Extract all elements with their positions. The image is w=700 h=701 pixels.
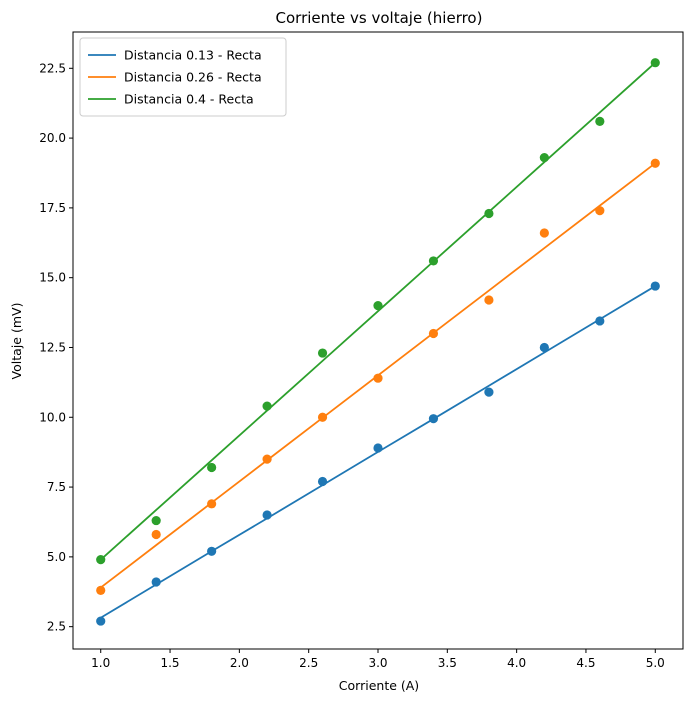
data-point	[595, 206, 605, 216]
chart-title: Corriente vs voltaje (hierro)	[276, 9, 483, 27]
x-tick-label: 1.5	[160, 656, 179, 670]
data-point	[650, 158, 660, 168]
x-tick-label: 5.0	[646, 656, 665, 670]
plot-frame	[72, 31, 684, 650]
series-2	[96, 158, 660, 595]
y-tick-label: 7.5	[47, 480, 66, 494]
data-point	[373, 373, 383, 383]
y-tick-label: 5.0	[47, 550, 66, 564]
x-tick-label: 3.0	[368, 656, 387, 670]
data-point	[317, 476, 328, 487]
y-tick-label: 22.5	[39, 61, 66, 75]
data-point	[151, 529, 161, 540]
legend-label: Distancia 0.4 - Recta	[124, 92, 254, 107]
data-point	[96, 585, 106, 595]
x-tick-label: 3.5	[438, 656, 457, 670]
data-point	[262, 454, 272, 464]
data-point	[539, 153, 549, 163]
data-point	[151, 577, 161, 587]
x-tick-label: 1.0	[91, 656, 110, 670]
y-axis: 2.5 5.0 7.5 10.0 12.5 15.0 17.5 20.0 22.5	[39, 61, 73, 634]
data-point	[595, 316, 605, 326]
data-point	[317, 348, 328, 358]
data-point	[317, 412, 328, 422]
x-tick-label: 4.5	[576, 656, 595, 670]
data-point	[539, 228, 549, 238]
data-point	[484, 208, 494, 219]
x-axis: 1.0 1.5 2.0 2.5 3.0 3.5 4.0 4.5 5.0	[91, 649, 665, 670]
data-point	[262, 510, 272, 520]
y-tick-label: 15.0	[39, 271, 66, 285]
fit-line-series-3	[100, 62, 656, 561]
data-point	[373, 443, 383, 453]
plot-area	[73, 32, 683, 649]
y-tick-label: 10.0	[39, 410, 66, 424]
data-point	[650, 58, 660, 68]
data-point	[373, 301, 383, 311]
data-point	[151, 515, 161, 526]
legend-label: Distancia 0.26 - Recta	[124, 70, 262, 85]
legend-box	[79, 37, 287, 117]
series-3	[96, 58, 660, 565]
data-point	[595, 116, 605, 126]
data-point	[539, 342, 549, 353]
data-point	[207, 499, 217, 509]
legend-label: Distancia 0.13 - Recta	[124, 48, 262, 63]
x-tick-label: 2.0	[230, 656, 249, 670]
series-1	[96, 281, 660, 626]
y-tick-label: 20.0	[39, 131, 66, 145]
data-point	[428, 414, 439, 424]
data-point	[484, 295, 494, 305]
data-point	[207, 462, 217, 473]
data-point	[650, 281, 660, 291]
data-point	[96, 616, 106, 626]
y-tick-label: 2.5	[47, 620, 66, 634]
y-axis-label: Voltaje (mV)	[9, 303, 24, 380]
y-tick-label: 17.5	[39, 201, 66, 215]
series-layer	[96, 58, 660, 626]
y-tick-label: 12.5	[39, 340, 66, 354]
legend: Distancia 0.13 - Recta Distancia 0.26 - R…	[79, 37, 287, 117]
x-tick-label: 2.5	[299, 656, 318, 670]
data-point	[428, 256, 439, 266]
data-point	[484, 387, 494, 397]
data-point	[207, 546, 217, 556]
x-axis-label: Corriente (A)	[339, 678, 419, 693]
data-point	[262, 401, 272, 411]
data-point	[96, 555, 106, 565]
data-point	[428, 328, 439, 339]
x-tick-label: 4.0	[507, 656, 526, 670]
